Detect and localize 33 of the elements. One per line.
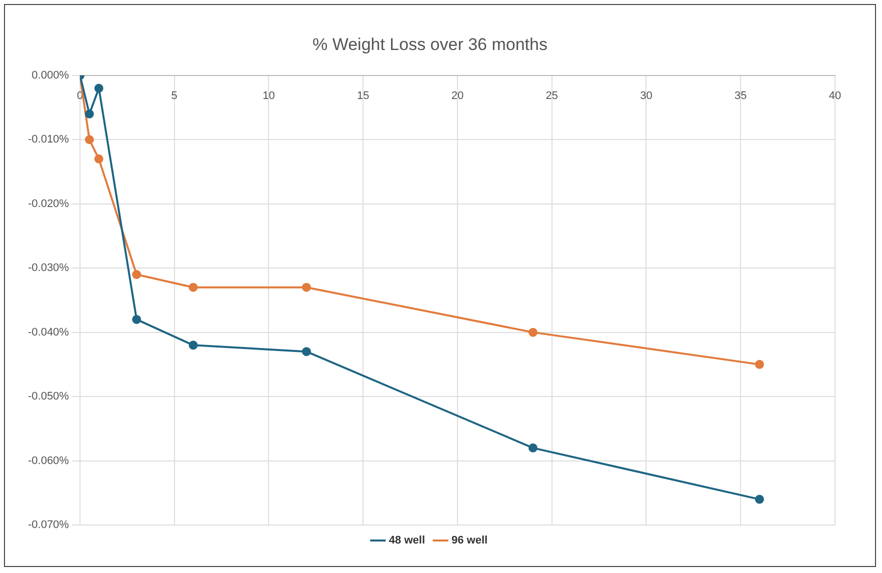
y-tick-label: -0.060% — [28, 454, 70, 467]
y-tick-label: -0.070% — [28, 519, 70, 532]
point — [754, 360, 764, 369]
point — [188, 340, 198, 350]
y-tick-label: -0.010% — [28, 134, 70, 146]
x-tick-label: 25 — [546, 90, 558, 102]
point — [132, 270, 142, 280]
point — [528, 328, 538, 337]
point — [132, 314, 142, 324]
x-tick-label: 20 — [451, 90, 464, 102]
legend-label: 48 well — [388, 534, 425, 547]
point — [94, 84, 104, 93]
x-tick-label: 40 — [828, 90, 842, 102]
x-tick-label: 35 — [734, 90, 747, 102]
y-tick-label: -0.050% — [28, 390, 70, 403]
chart-title: % Weight Loss over 36 months — [312, 34, 548, 54]
point — [302, 347, 311, 356]
y-tick-label: -0.030% — [28, 262, 70, 274]
point — [84, 109, 94, 118]
point — [302, 282, 311, 292]
x-tick-label: 30 — [640, 90, 652, 102]
x-tick-label: 15 — [356, 90, 370, 102]
point — [188, 282, 198, 292]
point — [94, 154, 104, 164]
y-tick-label: -0.040% — [28, 326, 70, 338]
point — [754, 494, 764, 504]
x-tick-label: 10 — [262, 90, 275, 102]
point — [84, 135, 94, 144]
y-tick-label: -0.020% — [28, 198, 70, 210]
point — [528, 443, 538, 452]
x-tick-label: 5 — [171, 90, 178, 102]
legend-label: 96 well — [452, 534, 488, 547]
y-tick-label: 0.000% — [32, 69, 70, 82]
